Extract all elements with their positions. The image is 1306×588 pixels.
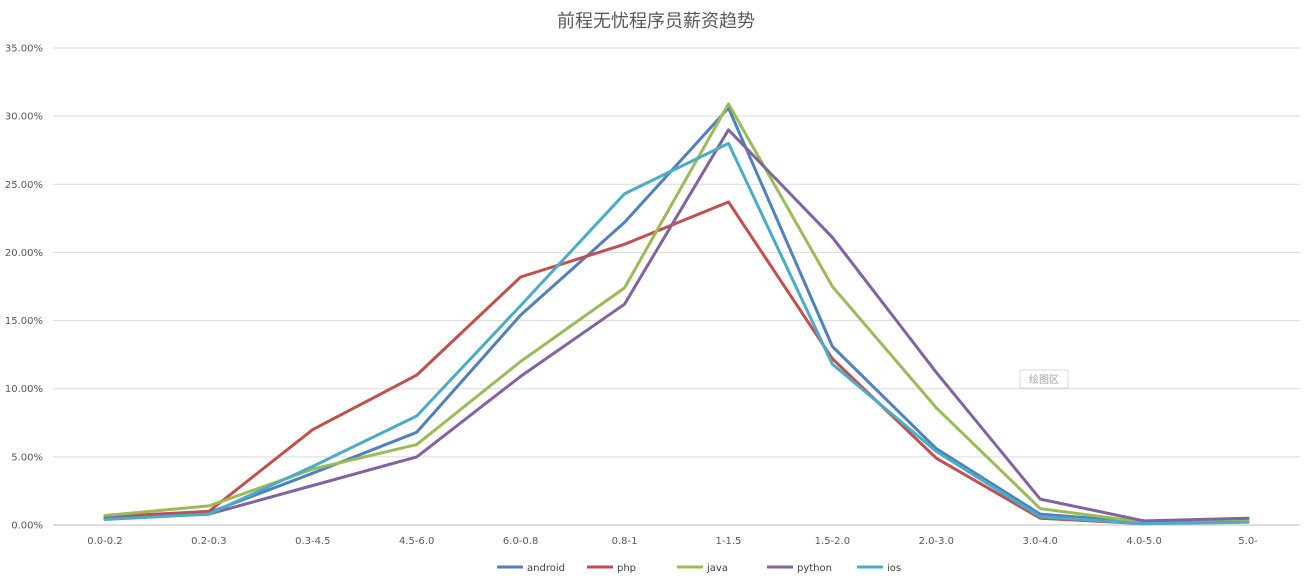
x-tick-label: 2.0-3.0	[919, 536, 954, 547]
x-tick-label: 5.0-	[1238, 536, 1258, 547]
x-axis-ticks: 0.0-0.2 0.2-0.3 0.3-4.5 4.5-6.0 6.0-0.8 0.8-1…	[87, 536, 1258, 547]
chart-title: 前程无忧程序员薪资趋势	[557, 11, 755, 32]
y-tick-label: 15.00%	[5, 316, 43, 327]
y-tick-label: 5.00%	[11, 452, 43, 463]
legend-label-php: php	[617, 563, 636, 574]
y-axis-ticks: 0.00% 5.00% 10.00% 15.00% 20.00% 25.00% 30.00%…	[5, 44, 43, 532]
y-tick-label: 10.00%	[5, 384, 43, 395]
x-tick-label: 0.2-0.3	[191, 536, 226, 547]
series-line-php	[103, 200, 1250, 526]
plot-area-tag: 绘图区	[1019, 369, 1069, 389]
y-tick-label: 25.00%	[5, 180, 43, 191]
x-tick-label: 1-1.5	[716, 536, 742, 547]
plot-area-tag-label: 绘图区	[1029, 373, 1059, 386]
legend-label-python: python	[797, 563, 832, 574]
plot-area-tag-box	[1019, 369, 1069, 389]
x-tick-label: 0.3-4.5	[295, 536, 330, 547]
series-line-android	[103, 106, 1250, 524]
legend: android php java python ios	[497, 563, 901, 574]
x-tick-label: 0.0-0.2	[87, 536, 122, 547]
legend-label-java: java	[706, 563, 728, 574]
legend-label-android: android	[527, 563, 565, 574]
y-tick-label: 0.00%	[11, 521, 43, 532]
x-tick-label: 3.0-4.0	[1022, 536, 1057, 547]
x-tick-label: 6.0-0.8	[503, 536, 538, 547]
x-tick-label: 4.5-6.0	[399, 536, 434, 547]
x-tick-label: 0.8-1	[612, 536, 638, 547]
y-tick-label: 20.00%	[5, 248, 43, 259]
legend-label-ios: ios	[887, 563, 901, 574]
series-line-ios	[103, 141, 1250, 526]
gridlines	[53, 47, 1300, 526]
series-lines	[103, 102, 1250, 526]
x-tick-label: 1.5-2.0	[815, 536, 850, 547]
y-tick-label: 30.00%	[5, 112, 43, 123]
x-tick-label: 4.0-5.0	[1126, 536, 1161, 547]
series-line-python	[103, 128, 1250, 523]
y-tick-label: 35.00%	[5, 44, 43, 55]
